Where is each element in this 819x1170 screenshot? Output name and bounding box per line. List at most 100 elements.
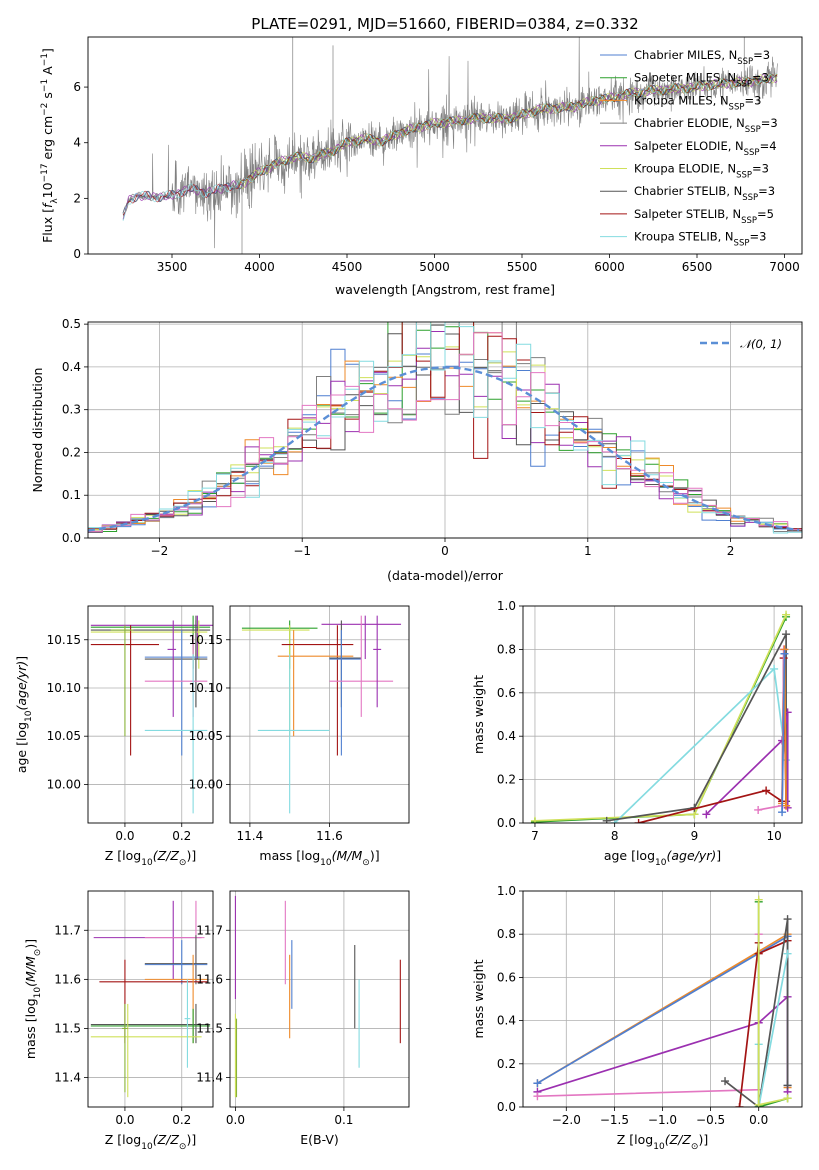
age_vs_Z-xlabel: Z [log10(Z/Z⊙)]	[105, 848, 196, 868]
spectrum-xtick-label: 5500	[507, 260, 538, 274]
weight_vs_Z-xtick-label: 0.0	[749, 1113, 768, 1127]
spectrum-xtick-label: 5000	[419, 260, 450, 274]
mass_vs_Z-ylabel: mass [log10(M/M⊙)]	[23, 939, 43, 1059]
weight-marker	[754, 805, 763, 814]
weight_vs_Z-xtick-label: −1.5	[600, 1113, 629, 1127]
residuals-xtick-label: 0	[441, 544, 449, 558]
weight-marker	[782, 610, 791, 619]
weight_vs_Z-frame	[522, 890, 803, 1108]
weight_vs_age-ytick-label: 0.2	[497, 773, 516, 787]
mass_vs_ebv-xtick-label: 0.1	[334, 1113, 353, 1127]
mass_vs_ebv-xtick-label: 0.0	[226, 1113, 245, 1127]
residuals-xtick-label: 1	[584, 544, 592, 558]
weight_vs_age-xtick-label: 8	[611, 829, 619, 843]
weight-marker	[783, 915, 792, 924]
weight_vs_Z-xlabel: Z [log10(Z/Z⊙)]	[617, 1132, 708, 1152]
spectrum-model-line	[122, 73, 778, 220]
weight-marker	[702, 810, 711, 819]
mass_vs_Z-grid	[88, 891, 213, 1107]
weight_vs_age-grid	[523, 605, 802, 824]
weight-line	[781, 653, 786, 813]
weight_vs_Z-ytick-label: 0.0	[497, 1100, 516, 1114]
residuals-xlabel: (data-model)/error	[387, 568, 504, 583]
mass_vs_Z-ytick-label: 11.5	[54, 1021, 81, 1035]
residuals-ytick-label: 0.0	[62, 531, 81, 545]
residuals-xtick-label: −2	[151, 544, 169, 558]
weight_vs_age-ytick-label: 0.4	[497, 729, 516, 743]
residuals-ytick-label: 0.4	[62, 360, 81, 374]
mass_vs_ebv-ytick-label: 11.4	[196, 1071, 223, 1085]
weight_vs_age-xtick-label: 9	[691, 829, 699, 843]
legend-entry: Kroupa MILES, NSSP=3	[634, 93, 761, 112]
age_vs_mass-ytick-label: 10.15	[189, 633, 223, 647]
mass_vs_Z-ytick-label: 11.6	[54, 972, 81, 986]
weight_vs_age-ytick-label: 0.8	[497, 642, 516, 656]
age_vs_mass-ytick-label: 10.00	[189, 777, 223, 791]
age_vs_Z-ylabel: age [log10(age/yr)]	[14, 656, 34, 773]
mass_vs_Z-points	[90, 900, 211, 1098]
weight-marker	[762, 786, 771, 795]
weight-marker	[782, 801, 791, 810]
mass_vs_Z-xtick-label: 0.2	[172, 1113, 191, 1127]
mass_vs_ebv-ytick-label: 11.7	[196, 923, 223, 937]
weight_vs_Z-ytick-label: 0.4	[497, 1014, 516, 1028]
mass_vs_Z-ytick-label: 11.7	[54, 923, 81, 937]
residuals-ylabel: Normed distribution	[30, 368, 45, 493]
age_vs_mass-ytick-label: 10.05	[189, 729, 223, 743]
spectrum-xtick-label: 3500	[157, 260, 188, 274]
residual-hist-step	[88, 322, 802, 532]
mass_vs_ebv-ytick-label: 11.5	[196, 1021, 223, 1035]
weight_vs_Z-xtick-label: −2.0	[552, 1113, 581, 1127]
weight-marker	[778, 808, 787, 817]
age_vs_mass-points	[241, 615, 402, 814]
weight-line	[534, 614, 787, 822]
spectrum-xtick-label: 6000	[594, 260, 625, 274]
spectrum-ylabel: Flux [fλ10−17 erg cm−2 s−1 A−1]	[40, 48, 60, 243]
age_vs_Z-ytick-label: 10.00	[47, 777, 81, 791]
weight-marker	[780, 649, 789, 658]
panel-spectrum: 3500 4000 4500 5000 5500 6000 6500 7000 0 2 4 6	[73, 80, 799, 274]
spectrum-xlabel: wavelength [Angstrom, rest frame]	[335, 282, 555, 297]
weight_vs_age-series	[530, 610, 792, 823]
weight-marker	[783, 949, 792, 958]
weight-line	[724, 918, 789, 1107]
legend-entry: Salpeter ELODIE, NSSP=4	[634, 139, 777, 158]
residual-legend: 𝒩(0, 1)	[700, 337, 782, 351]
mass_vs_Z-frame	[87, 890, 214, 1108]
legend-entry: Chabrier MILES, NSSP=3	[634, 48, 770, 67]
weight_vs_Z-ylabel: mass weight	[471, 959, 486, 1038]
mass_vs_ebv-xlabel: E(B-V)	[300, 1132, 339, 1147]
weight_vs_Z-ytick-label: 0.2	[497, 1057, 516, 1071]
weight_vs_age-ytick-label: 0.0	[497, 816, 516, 830]
age_vs_Z-xtick-label: 0.0	[115, 829, 134, 843]
panel-age_vs_mass: 11.4 11.6 10.00 10.05 10.10 10.15	[189, 606, 409, 843]
spectrum-xtick-label: 7000	[769, 260, 800, 274]
spectrum-xtick-label: 4000	[244, 260, 275, 274]
weight-line	[537, 934, 760, 1098]
weight_vs_Z-xtick-label: −1.0	[648, 1113, 677, 1127]
weight-line	[757, 953, 789, 1107]
weight-marker	[783, 1094, 792, 1103]
weight_vs_age-xtick-label: 7	[531, 829, 539, 843]
age_vs_mass-xtick-label: 11.4	[237, 829, 264, 843]
age_vs_mass-ytick-label: 10.10	[189, 681, 223, 695]
weight_vs_age-xlabel: age [log10(age/yr)]	[604, 848, 721, 868]
weight-marker	[634, 819, 643, 823]
mass_vs_Z-xtick-label: 0.0	[115, 1113, 134, 1127]
spectrum-ytick-label: 2	[73, 191, 81, 205]
weight_vs_age-xtick-label: 10	[766, 829, 781, 843]
weight-marker	[533, 1092, 542, 1101]
weight_vs_age-frame	[522, 605, 803, 824]
spectrum-xtick-label: 4500	[332, 260, 363, 274]
weight_vs_Z-ytick-label: 1.0	[497, 884, 516, 898]
weight-line	[534, 616, 787, 823]
age_vs_mass-xtick-label: 11.6	[316, 829, 343, 843]
weight_vs_age-ytick-label: 1.0	[497, 599, 516, 613]
mass_vs_ebv-frame	[229, 890, 410, 1108]
spectrum-model-line	[122, 73, 778, 220]
spectrum-legend: Chabrier MILES, NSSP=3 Salpeter MILES, NS…	[600, 48, 778, 249]
panel-residuals: −2 −1 0 1 2 0.0 0.1 0.2 0.3 0.4 0.5	[62, 317, 802, 558]
legend-entry: Kroupa STELIB, NSSP=3	[634, 230, 766, 249]
weight_vs_age-ytick-label: 0.6	[497, 686, 516, 700]
